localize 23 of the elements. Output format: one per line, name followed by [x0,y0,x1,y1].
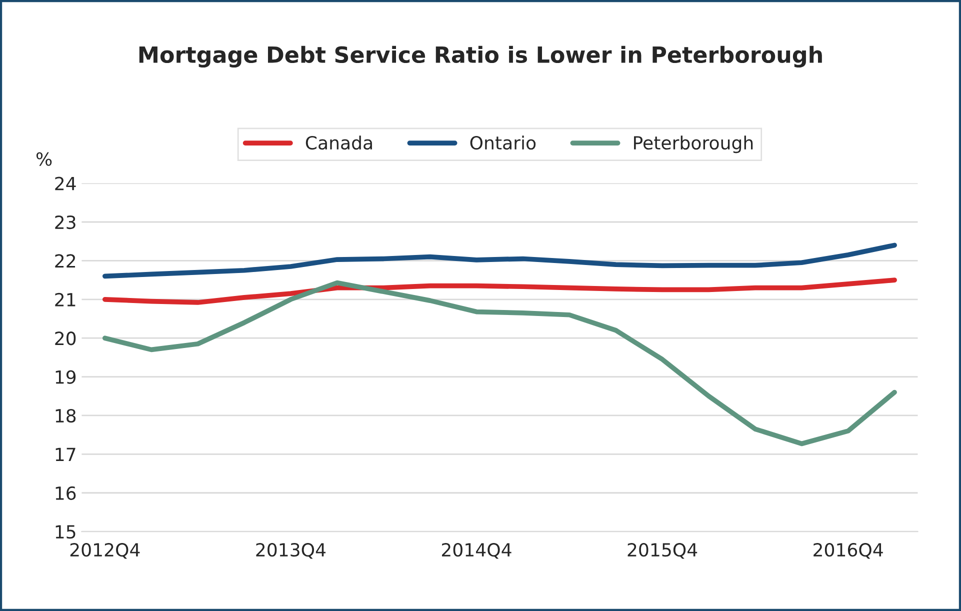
y-tick-label: 23 [55,215,76,230]
legend-label: Canada [306,136,372,150]
y-tick-label: 17 [56,448,76,462]
y-tick-label: 20 [55,332,76,346]
line-series [102,280,897,446]
y-tick-label: 22 [55,254,76,268]
line-series [102,242,897,279]
y-tick-label: 19 [56,370,76,384]
x-tick-label: 2016Q4 [814,543,883,559]
x-tick-label: 2015Q4 [628,543,698,559]
x-tick-label: 2012Q4 [70,543,140,559]
y-axis-title: % [36,152,52,166]
legend-label: Ontario [470,136,536,150]
y-tick-label: 24 [55,176,76,190]
y-tick-label: 16 [56,486,76,500]
y-tick-label: 21 [55,292,76,306]
x-tick-label: 2014Q4 [442,543,512,559]
chart-title: Mortgage Debt Service Ratio is Lower in Peterborough [139,46,822,68]
line-series [102,278,897,305]
y-tick-label: 15 [56,525,76,539]
legend-label: Peterborough [634,136,753,154]
x-tick-label: 2013Q4 [256,543,326,559]
y-tick-label: 18 [56,408,76,423]
